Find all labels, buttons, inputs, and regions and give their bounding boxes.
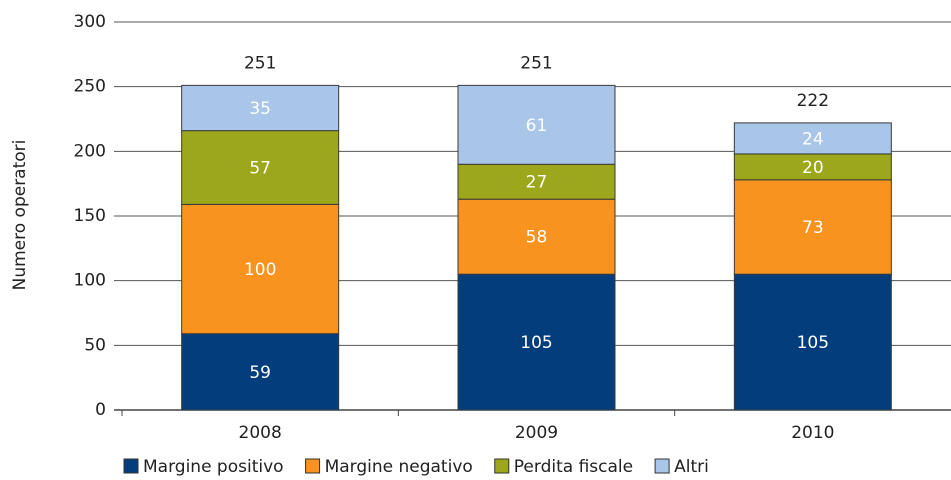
x-tick-label: 2009 [515,423,558,443]
bar-segment [457,273,616,411]
bar-segment [733,179,892,275]
bar-segment [733,153,892,181]
data-label: 61 [526,116,548,136]
x-tick-label: 2008 [239,423,282,443]
legend-swatch [494,458,510,474]
data-label: 105 [797,333,829,353]
x-tick-label: 2010 [791,423,834,443]
bar-segment [457,198,616,275]
total-label: 251 [244,53,276,73]
legend-swatch [305,458,321,474]
data-label: 35 [249,99,271,119]
bar-segment [457,163,616,200]
bar-segment [733,122,892,155]
total-label: 222 [797,91,829,111]
data-label: 24 [802,129,824,149]
data-label: 57 [249,159,271,179]
y-tick-label: 250 [74,77,106,97]
y-tick-label: 0 [95,400,106,420]
legend-label: Perdita fiscale [514,457,633,477]
bar-segment [181,84,340,132]
y-tick-label: 200 [74,141,106,161]
legend-label: Altri [674,457,709,477]
legend-label: Margine positivo [143,457,284,477]
y-axis-label: Numero operatori [10,140,30,291]
y-tick-label: 150 [74,206,106,226]
y-tick-label: 50 [84,335,106,355]
legend-swatch [123,458,139,474]
data-label: 73 [802,218,824,238]
bar-segment [733,273,892,411]
bar-segment [181,203,340,335]
legend-label: Margine negativo [325,457,473,477]
data-label: 100 [244,260,276,280]
bar-segment [457,84,616,165]
bar-segment [181,130,340,205]
data-label: 58 [526,228,548,248]
data-label: 27 [526,173,548,193]
total-label: 251 [520,53,552,73]
data-label: 20 [802,158,824,178]
legend-swatch [654,458,670,474]
y-tick-label: 300 [74,12,106,32]
data-label: 105 [520,333,552,353]
y-tick-label: 100 [74,271,106,291]
data-label: 59 [249,363,271,383]
